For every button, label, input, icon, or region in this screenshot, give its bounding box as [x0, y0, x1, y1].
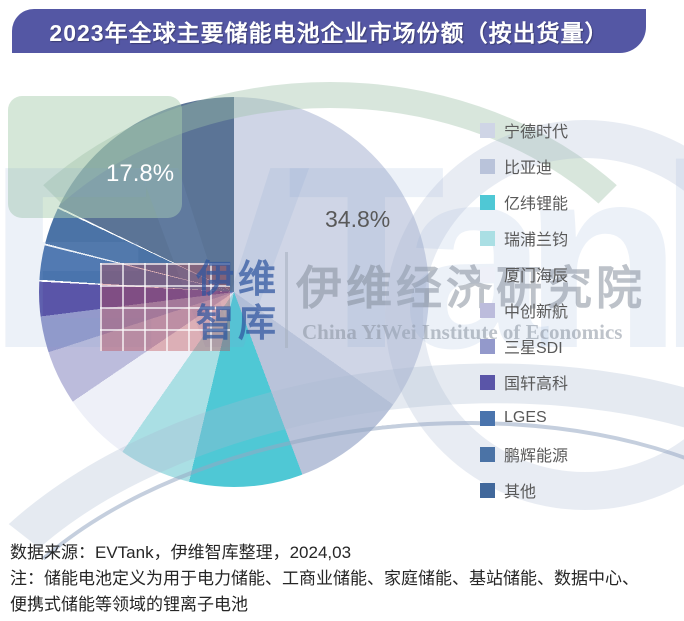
legend-swatch	[480, 158, 495, 174]
legend-swatch	[480, 122, 495, 138]
legend-label: 三星SDI	[504, 340, 563, 357]
legend-label: 中创新航	[504, 304, 569, 321]
legend-swatch	[480, 410, 495, 426]
legend-item: 鹏辉能源	[480, 443, 568, 465]
data-label-others: 17.8%	[106, 160, 175, 187]
legend-swatch	[480, 374, 495, 390]
legend-item: 国轩高科	[480, 371, 568, 393]
legend-label: LGES	[504, 409, 547, 426]
legend-label: 厦门海辰	[504, 268, 569, 285]
legend-label: 瑞浦兰钧	[504, 232, 569, 249]
footer-notes: 数据来源：EVTank，伊维智库整理，2024,03 注：储能电池定义为用于电力…	[10, 540, 639, 618]
legend-label: 比亚迪	[504, 160, 553, 177]
chart-legend: 宁德时代比亚迪亿纬锂能瑞浦兰钧厦门海辰中创新航三星SDI 国轩高科 LGES 鹏辉能源…	[480, 119, 568, 515]
legend-label: 其他	[504, 484, 537, 501]
legend-label: 国轩高科	[504, 376, 569, 393]
legend-item: 厦门海辰	[480, 263, 568, 285]
legend-item: 瑞浦兰钧	[480, 227, 568, 249]
title-bar: 2023年全球主要储能电池企业市场份额（按出货量）	[12, 9, 646, 53]
page-title: 2023年全球主要储能电池企业市场份额（按出货量）	[49, 20, 609, 46]
legend-swatch	[480, 266, 495, 282]
legend-item: 比亚迪	[480, 155, 568, 177]
legend-item: 亿纬锂能	[480, 191, 568, 213]
legend-item: 宁德时代	[480, 119, 568, 141]
legend-label: 亿纬锂能	[504, 196, 569, 213]
data-label-catl: 34.8%	[325, 206, 391, 232]
legend-swatch	[480, 338, 495, 354]
legend-item: 其他	[480, 479, 568, 501]
legend-label: 宁德时代	[504, 124, 569, 141]
legend-swatch	[480, 482, 495, 498]
legend-swatch	[480, 194, 495, 210]
legend-swatch	[480, 230, 495, 246]
pie-chart	[39, 97, 429, 487]
legend-swatch	[480, 302, 495, 318]
legend-item: LGES	[480, 407, 568, 429]
legend-item: 三星SDI	[480, 335, 568, 357]
legend-item: 中创新航	[480, 299, 568, 321]
data-source-line: 数据来源：EVTank，伊维智库整理，2024,03	[10, 543, 352, 562]
legend-label: 鹏辉能源	[504, 448, 569, 465]
note-line-1: 注：储能电池定义为用于电力储能、工商业储能、家庭储能、基站储能、数据中心、	[10, 569, 639, 588]
note-line-2: 便携式储能等领域的锂离子电池	[10, 595, 248, 614]
legend-swatch	[480, 446, 495, 462]
